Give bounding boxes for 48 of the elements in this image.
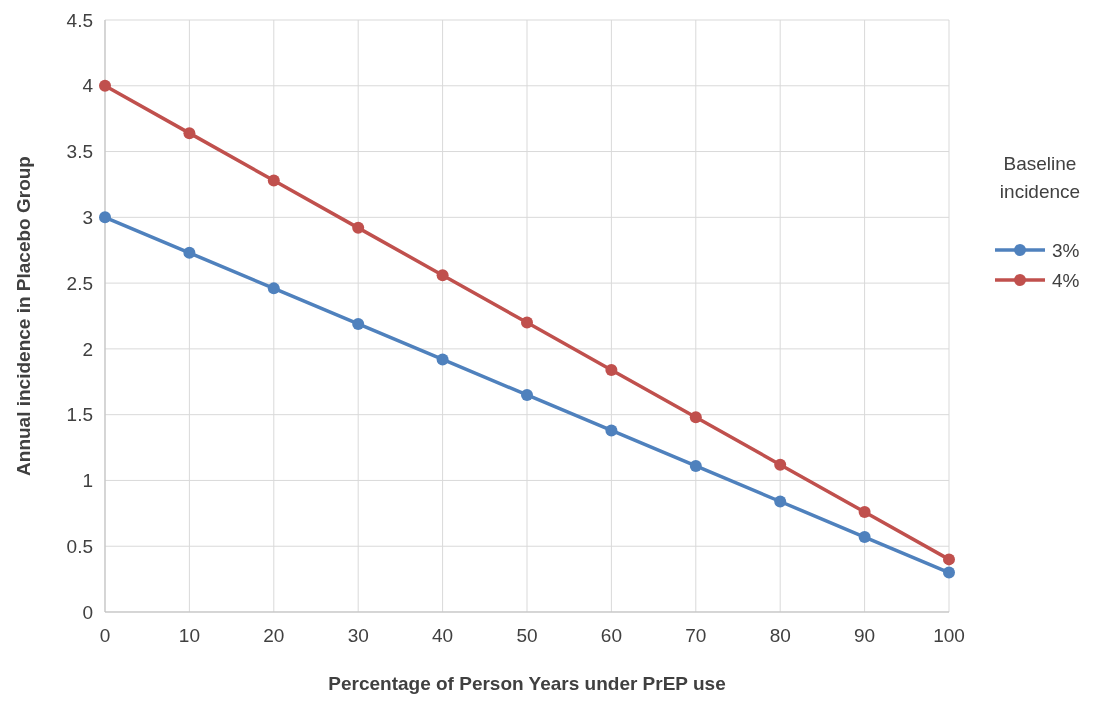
legend-label: 4% [1052, 269, 1080, 291]
x-tick-label: 60 [600, 625, 622, 646]
point [183, 127, 196, 140]
x-axis-title: Percentage of Person Years under PrEP use [328, 673, 726, 694]
point [267, 282, 280, 295]
point [943, 553, 955, 566]
point [605, 363, 618, 376]
point [436, 353, 449, 366]
point [521, 388, 533, 401]
legend-label: 3% [1052, 239, 1080, 261]
y-tick-label: 1.5 [66, 404, 93, 426]
point [774, 495, 787, 508]
y-tick-label: 4 [82, 75, 94, 97]
point [99, 211, 111, 224]
x-tick-label: 10 [178, 625, 200, 646]
point [352, 221, 365, 234]
point [943, 566, 955, 579]
x-tick-label: 50 [516, 625, 538, 646]
point [183, 246, 196, 259]
point [521, 316, 533, 329]
y-tick-label: 0.5 [66, 535, 93, 557]
x-tick-label: 100 [933, 625, 965, 646]
legend-title: Baseline incidence [999, 153, 1081, 202]
point [858, 531, 871, 544]
x-tick-label: 90 [854, 625, 876, 646]
x-tick-label: 20 [263, 625, 285, 646]
y-tick-label: 3 [82, 206, 93, 228]
y-tick-label: 2.5 [66, 272, 93, 294]
point [352, 317, 365, 330]
x-tick-label: 0 [99, 625, 111, 646]
point [99, 79, 111, 92]
x-tick-label: 30 [347, 625, 369, 646]
point [689, 411, 702, 424]
y-axis-title: Annual incidence in Placebo Group [13, 156, 34, 476]
y-tick-label: 3.5 [66, 141, 93, 163]
y-tick-label: 1 [82, 470, 93, 492]
point [436, 269, 449, 282]
x-tick-label: 80 [769, 625, 791, 646]
point [267, 174, 280, 187]
y-tick-label: 2 [82, 338, 93, 360]
point [858, 506, 871, 519]
y-tick-label: 4.5 [66, 9, 93, 31]
x-tick-label: 70 [685, 625, 707, 646]
y-tick-label: 0 [82, 601, 93, 623]
x-tick-label: 40 [432, 625, 454, 646]
point [689, 459, 702, 472]
point [605, 424, 618, 437]
point [774, 458, 787, 471]
